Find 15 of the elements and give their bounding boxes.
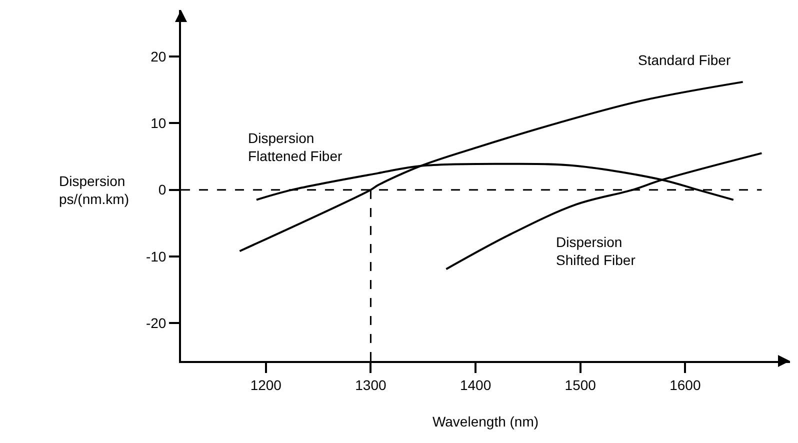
- y-tick-label: -20: [146, 314, 166, 331]
- x-tick-label: 1500: [564, 376, 596, 393]
- series-label: Standard Fiber: [638, 52, 731, 68]
- series-label: Dispersion Flattened Fiber: [248, 130, 342, 164]
- y-tick-label: 10: [150, 115, 166, 132]
- y-axis-title: Dispersion ps/(nm.km): [59, 173, 129, 208]
- x-tick-label: 1400: [460, 376, 492, 393]
- y-tick-label: 0: [158, 182, 166, 198]
- x-tick-label: 1200: [250, 376, 282, 393]
- x-axis-title: Wavelength (nm): [432, 414, 539, 430]
- x-tick-label: 1300: [355, 376, 386, 393]
- series-label: Dispersion Shifted Fiber: [556, 234, 636, 268]
- y-tick-label: -10: [146, 248, 166, 264]
- y-tick-label: 20: [150, 48, 166, 65]
- x-tick-label: 1600: [670, 376, 701, 393]
